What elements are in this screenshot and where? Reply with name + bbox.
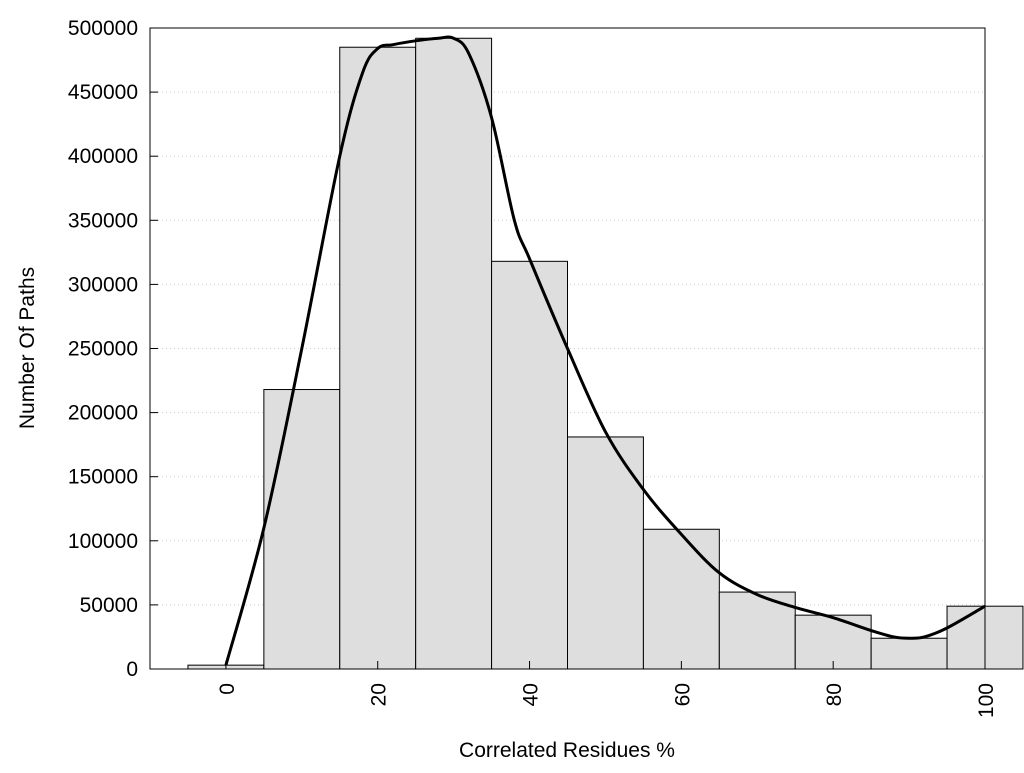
histogram-bar (642, 528, 720, 670)
y-tick-label: 250000 (68, 338, 138, 361)
bars (187, 37, 1024, 670)
x-tick-label: 0 (216, 683, 239, 695)
x-tick-label: 20 (368, 683, 391, 706)
density-curve (224, 35, 986, 666)
y-tick-label: 350000 (68, 209, 138, 232)
x-axis-ticks: 0 20 40 60 80 100 (216, 661, 998, 718)
x-tick-label: 40 (520, 683, 543, 706)
x-axis-label: Correlated Residues % (459, 739, 675, 762)
y-tick-label: 500000 (68, 17, 138, 40)
y-tick-label: 300000 (68, 273, 138, 296)
y-tick-label: 150000 (68, 466, 138, 489)
x-tick-label: 100 (975, 683, 998, 718)
histogram-bar (870, 637, 948, 670)
y-tick-label: 450000 (68, 81, 138, 104)
y-axis-ticks: 0 50000 100000 150000 200000 250000 300000 3500… (68, 17, 158, 681)
histogram-bar (794, 614, 872, 670)
y-tick-label: 50000 (80, 594, 138, 617)
y-tick-label: 100000 (68, 530, 138, 553)
x-tick-label: 60 (671, 683, 694, 706)
curve (224, 35, 986, 666)
histogram-bar (339, 46, 417, 670)
histogram-bar (415, 37, 493, 670)
y-tick-label: 200000 (68, 402, 138, 425)
x-tick-label: 80 (823, 683, 846, 706)
y-tick-label: 0 (126, 658, 138, 681)
y-tick-label: 400000 (68, 145, 138, 168)
histogram-bar (263, 389, 341, 670)
y-axis-label: Number Of Paths (16, 267, 39, 429)
